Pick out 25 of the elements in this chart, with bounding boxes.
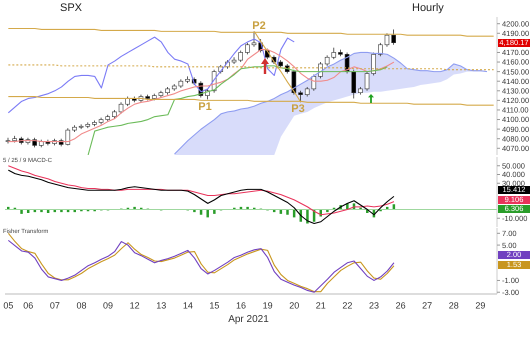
x-tick-label: 05: [3, 300, 14, 310]
annotation: P3: [290, 103, 306, 115]
x-tick-label: 15: [209, 300, 220, 310]
chart-title: SPX: [60, 2, 82, 14]
x-tick-label: 12: [130, 300, 140, 310]
x-tick-label: 28: [448, 300, 459, 310]
chart-subtitle: Hourly: [412, 2, 444, 14]
x-tick-label: 27: [422, 300, 432, 310]
x-axis-title: Apr 2021: [227, 314, 270, 325]
x-tick-label: 08: [76, 300, 86, 310]
x-tick-label: 26: [396, 300, 406, 310]
x-tick-label: 09: [103, 300, 114, 310]
x-tick-label: 20: [289, 300, 300, 310]
annotation: P1: [197, 101, 213, 113]
x-tick-label: 14: [182, 300, 193, 310]
x-tick-label: 23: [368, 300, 380, 310]
x-tick-label: 22: [342, 300, 352, 310]
annotation: P2: [251, 20, 267, 32]
x-tick-label: 29: [475, 300, 486, 310]
x-tick-label: 16: [236, 300, 246, 310]
x-tick-label: 07: [50, 300, 60, 310]
x-tick-label: 06: [23, 300, 34, 310]
x-tick-label: 19: [262, 300, 273, 310]
x-tick-label: 21: [316, 300, 326, 310]
x-tick-label: 13: [156, 300, 166, 310]
